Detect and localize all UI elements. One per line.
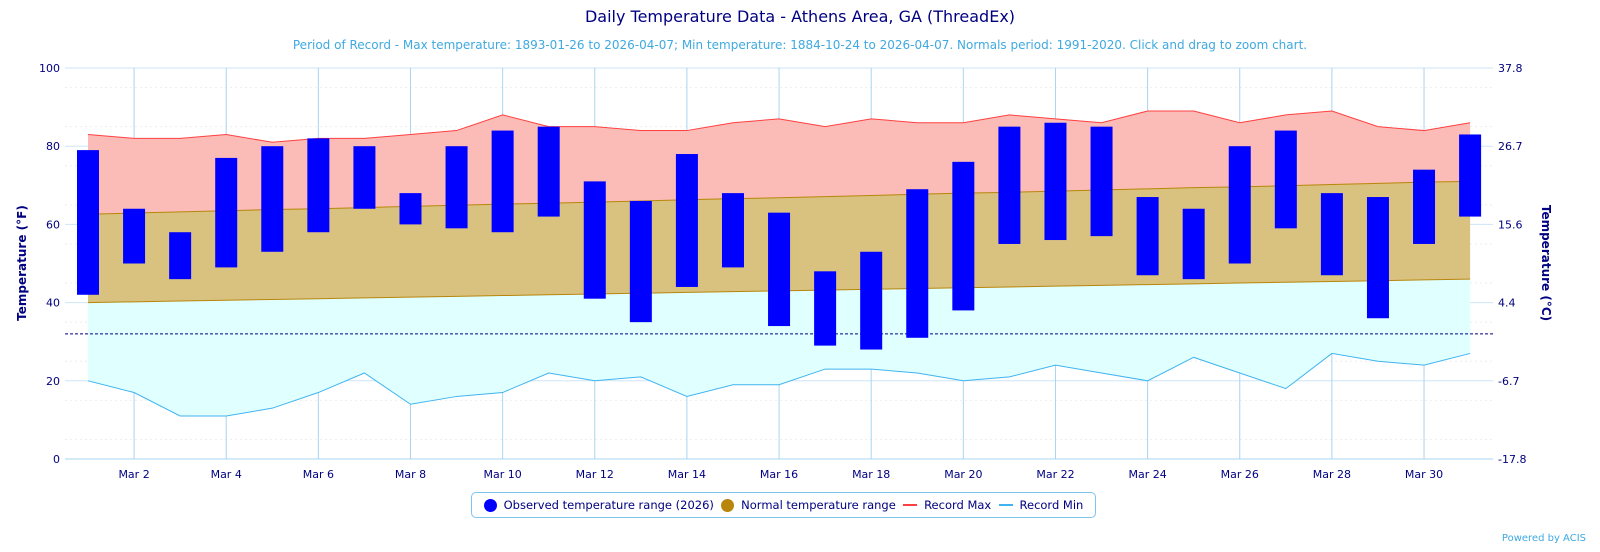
observed-bar <box>123 208 146 264</box>
axes: 0 -17.8 20 -6.7 40 4.4 60 15.6 80 26.7 100 37.8 Mar … <box>39 62 1526 481</box>
y-tick-label-right: -17.8 <box>1498 453 1526 466</box>
y-tick-label: 60 <box>46 218 60 231</box>
legend-item-observed[interactable]: Observed temperature range (2026) <box>483 498 714 512</box>
observed-bar <box>1136 197 1159 276</box>
legend-item-record-max[interactable]: Record Max <box>903 498 991 512</box>
legend-label: Record Min <box>1019 498 1084 512</box>
x-tick-label: Mar 6 <box>303 468 334 481</box>
observed-bar <box>353 146 376 209</box>
record-max-line-icon <box>903 504 918 506</box>
observed-bars <box>77 122 1482 350</box>
legend-label: Observed temperature range (2026) <box>503 498 714 512</box>
observed-bar <box>77 150 99 295</box>
legend-item-normal[interactable]: Normal temperature range <box>721 498 896 512</box>
observed-bar <box>537 126 560 217</box>
y-tick-label-right: 37.8 <box>1498 62 1523 75</box>
x-tick-label: Mar 4 <box>211 468 242 481</box>
observed-bar <box>998 126 1021 244</box>
chart-subtitle: Period of Record - Max temperature: 1893… <box>292 38 1308 52</box>
chart-title: Daily Temperature Data - Athens Area, GA… <box>584 7 1016 26</box>
x-tick-label: Mar 28 <box>1313 468 1351 481</box>
y-tick-label-right: 4.4 <box>1498 297 1516 310</box>
y-tick-label-right: -6.7 <box>1498 375 1519 388</box>
y-tick-label: 20 <box>46 375 60 388</box>
observed-bar <box>629 200 652 323</box>
observed-bar <box>583 181 606 299</box>
observed-bar <box>952 161 975 311</box>
observed-bar <box>307 138 330 233</box>
observed-bar <box>1228 146 1251 264</box>
observed-bar <box>675 154 698 287</box>
observed-bar <box>169 232 192 280</box>
x-tick-label: Mar 30 <box>1405 468 1443 481</box>
observed-bar <box>215 157 238 268</box>
observed-bar <box>491 130 514 233</box>
legend-label: Record Max <box>924 498 992 512</box>
x-tick-label: Mar 22 <box>1036 468 1074 481</box>
observed-bar <box>1459 134 1482 217</box>
y-axis-label-right: Temperature (°C) <box>1539 205 1553 321</box>
x-tick-label: Mar 20 <box>944 468 982 481</box>
observed-bar <box>1413 169 1436 244</box>
observed-dot-icon <box>483 498 497 512</box>
observed-bar <box>1044 122 1067 241</box>
y-tick-label-right: 26.7 <box>1498 140 1523 153</box>
legend-item-record-min[interactable]: Record Min <box>998 498 1084 512</box>
record-max-area <box>88 111 1471 215</box>
x-tick-label: Mar 24 <box>1128 468 1166 481</box>
normal-dot-icon <box>721 498 735 512</box>
x-tick-label: Mar 14 <box>668 468 706 481</box>
observed-bar <box>261 146 284 252</box>
observed-bar <box>1182 208 1205 280</box>
observed-bar <box>1274 130 1297 229</box>
record-min-line <box>87 352 1471 417</box>
x-tick-label: Mar 12 <box>576 468 614 481</box>
x-tick-label: Mar 26 <box>1221 468 1259 481</box>
observed-bar <box>721 193 744 268</box>
observed-bar <box>814 271 837 346</box>
y-tick-label: 40 <box>46 297 60 310</box>
x-tick-label: Mar 18 <box>852 468 890 481</box>
y-tick-label-right: 15.6 <box>1498 218 1523 231</box>
observed-bar <box>445 146 468 229</box>
legend-label: Normal temperature range <box>741 498 896 512</box>
y-tick-label: 0 <box>53 453 60 466</box>
record-min-line-icon <box>998 504 1013 506</box>
x-tick-label: Mar 2 <box>118 468 149 481</box>
observed-bar <box>1320 193 1343 276</box>
x-tick-label: Mar 8 <box>395 468 426 481</box>
y-tick-label: 80 <box>46 140 60 153</box>
observed-bar <box>768 212 791 327</box>
record-min-area <box>88 279 1471 416</box>
y-tick-label: 100 <box>39 62 60 75</box>
observed-bar <box>399 193 422 225</box>
legend: Observed temperature range (2026) Normal… <box>471 492 1096 518</box>
observed-bar <box>1366 197 1389 319</box>
y-axis-label-left: Temperature (°F) <box>15 205 29 321</box>
credit-link[interactable]: Powered by ACIS <box>1501 533 1586 544</box>
x-tick-label: Mar 16 <box>760 468 798 481</box>
observed-bar <box>1090 126 1113 237</box>
observed-bar <box>906 189 929 338</box>
x-tick-label: Mar 10 <box>484 468 522 481</box>
observed-bar <box>860 251 883 350</box>
